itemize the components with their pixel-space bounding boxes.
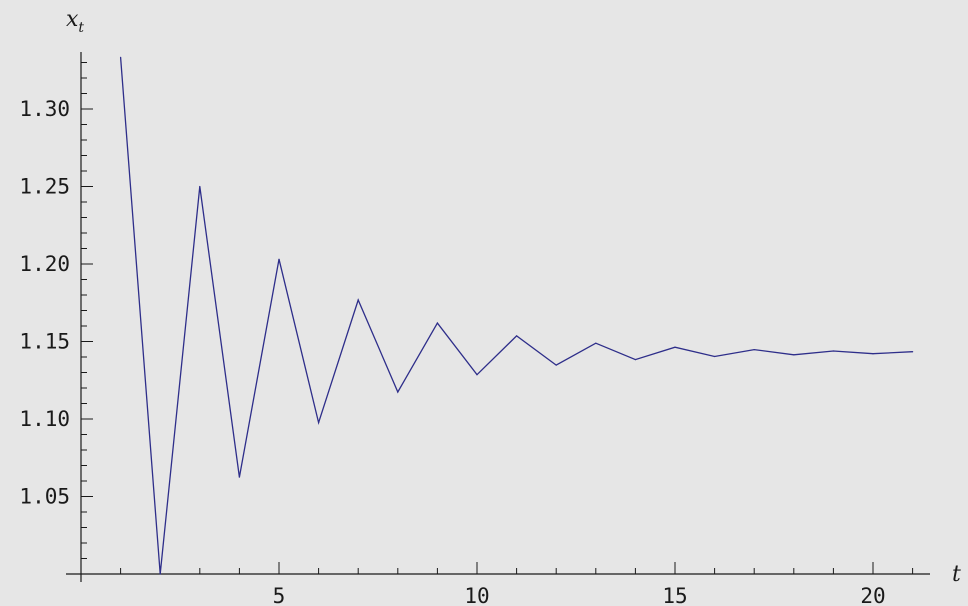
y-axis-label-subscript: t [78, 20, 84, 36]
y-axis-label: xt [66, 7, 84, 36]
y-tick-label: 1.25 [19, 175, 70, 199]
data-point [872, 353, 874, 355]
x-tick-label: 20 [860, 584, 885, 606]
data-point [793, 354, 795, 356]
data-point [555, 364, 557, 366]
tick-labels: 5 10 15 20 1.05 1.10 1.15 1.20 1.25 1.30 [19, 97, 885, 606]
data-point [832, 350, 835, 352]
data-point [714, 355, 716, 358]
series-group [119, 56, 914, 575]
data-point [159, 573, 161, 575]
x-tick-label: 5 [273, 584, 286, 606]
data-point [120, 56, 122, 58]
data-point [516, 335, 518, 337]
data-point [436, 322, 438, 324]
data-point [318, 421, 320, 424]
data-point [278, 258, 280, 260]
data-point [476, 374, 478, 376]
data-point [912, 351, 914, 353]
data-point [674, 346, 676, 348]
x-tick-label: 10 [464, 584, 489, 606]
y-tick-label: 1.30 [19, 97, 70, 121]
y-tick-label: 1.10 [19, 407, 70, 431]
y-tick-label: 1.15 [19, 330, 70, 354]
y-tick-label: 1.20 [19, 252, 70, 276]
x-tick-label: 15 [662, 584, 687, 606]
data-point [595, 342, 597, 344]
y-axis-label-main: x [66, 7, 79, 32]
data-point [238, 476, 240, 478]
x-axis-label: t [952, 562, 961, 587]
tick-marks [81, 62, 914, 574]
data-point [397, 391, 399, 393]
data-point [753, 348, 755, 351]
y-tick-label: 1.05 [19, 485, 70, 509]
data-point [199, 185, 201, 188]
data-point [357, 299, 359, 301]
data-point [634, 359, 637, 361]
